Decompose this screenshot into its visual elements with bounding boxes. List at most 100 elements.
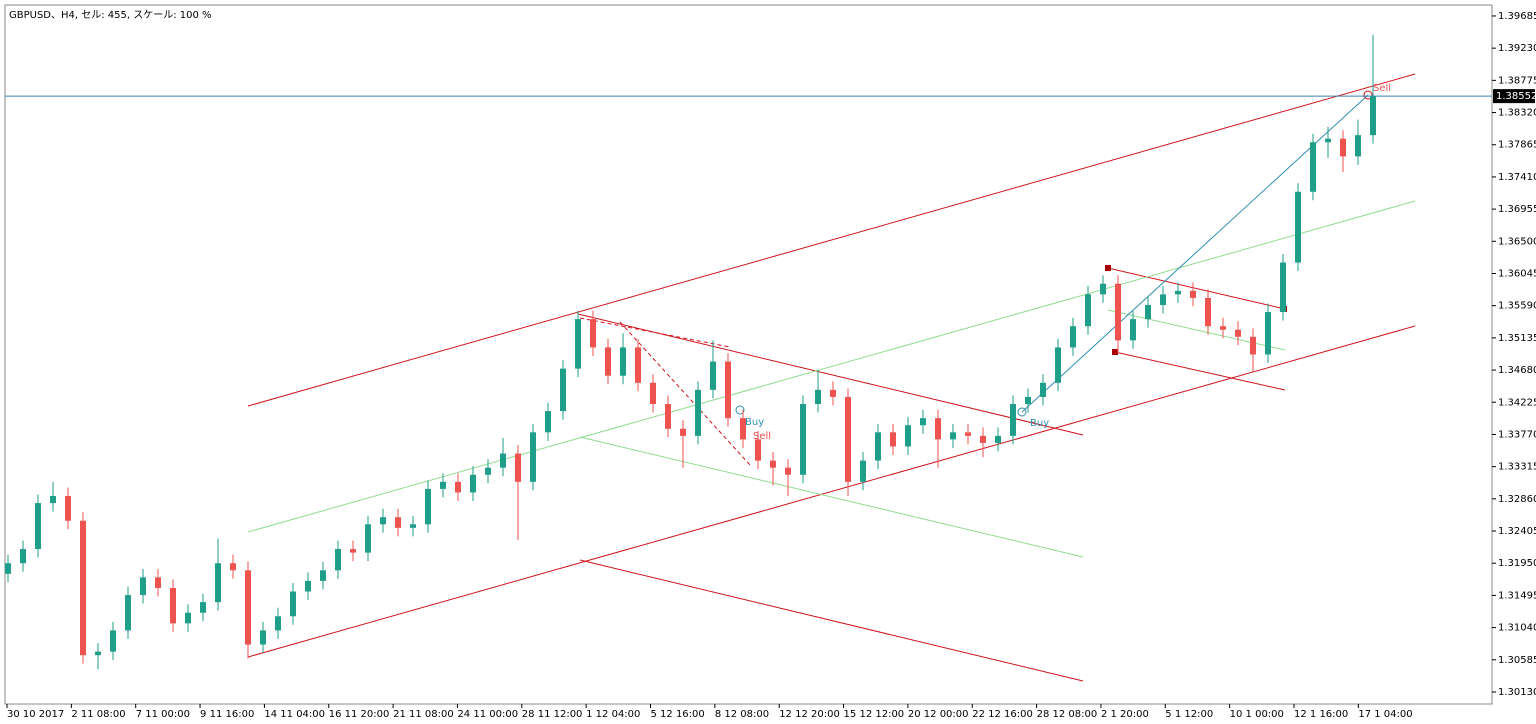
candle-body bbox=[1205, 297, 1211, 327]
candle-body bbox=[1310, 142, 1316, 192]
candle-body bbox=[875, 432, 881, 461]
candle-body bbox=[1235, 329, 1241, 337]
candle-body bbox=[1340, 138, 1346, 157]
x-tick-label: 14 11 04:00 bbox=[264, 709, 325, 720]
anchor-point bbox=[1112, 349, 1118, 355]
candle-body bbox=[545, 411, 551, 433]
y-tick-label: 1.34225 bbox=[1498, 397, 1536, 408]
channel-line bbox=[579, 559, 1084, 682]
candle-body bbox=[80, 520, 86, 656]
trade-label: Sell bbox=[753, 431, 771, 442]
y-tick-label: 1.33770 bbox=[1498, 429, 1536, 440]
drawn-objects bbox=[247, 73, 1416, 682]
trade-marker bbox=[1363, 90, 1373, 100]
x-tick-label: 8 12 08:00 bbox=[715, 709, 769, 720]
candle-body bbox=[275, 616, 281, 631]
candle-body bbox=[965, 432, 971, 436]
candle-body bbox=[980, 435, 986, 443]
y-tick-label: 1.37865 bbox=[1498, 140, 1536, 151]
candle-body bbox=[815, 389, 821, 405]
candle-body bbox=[335, 549, 341, 571]
candle-body bbox=[1295, 191, 1301, 263]
flag-line bbox=[1107, 267, 1286, 310]
candle-body bbox=[1145, 304, 1151, 320]
candle-body bbox=[650, 382, 656, 405]
y-tick-label: 1.31950 bbox=[1498, 558, 1536, 569]
candle-body bbox=[1160, 294, 1166, 305]
candle-body bbox=[125, 595, 131, 631]
x-tick-label: 1 12 04:00 bbox=[586, 709, 640, 720]
trade-line bbox=[579, 317, 731, 348]
candle-body bbox=[770, 460, 776, 468]
x-tick-label: 30 10 2017 bbox=[7, 709, 64, 720]
y-tick-label: 1.38775 bbox=[1498, 75, 1536, 86]
trade-marker bbox=[735, 405, 745, 415]
y-tick-label: 1.39230 bbox=[1498, 43, 1536, 54]
candle-body bbox=[170, 587, 176, 624]
x-tick-label: 5 1 12:00 bbox=[1165, 709, 1213, 720]
candle-body bbox=[1130, 319, 1136, 341]
x-tick-label: 12 12 20:00 bbox=[779, 709, 840, 720]
candle-body bbox=[320, 570, 326, 581]
median-line bbox=[579, 436, 1084, 558]
candle-body bbox=[575, 319, 581, 369]
candle-body bbox=[695, 389, 701, 436]
candle-body bbox=[890, 432, 896, 447]
y-tick-label: 1.30130 bbox=[1498, 687, 1536, 698]
y-tick-label: 1.38320 bbox=[1498, 108, 1536, 119]
candle-body bbox=[410, 524, 416, 528]
candle-body bbox=[245, 570, 251, 645]
candle-body bbox=[1070, 326, 1076, 348]
candle-body bbox=[395, 517, 401, 528]
candle-body bbox=[680, 428, 686, 436]
candle-body bbox=[1010, 404, 1016, 436]
y-tick-label: 1.36500 bbox=[1498, 236, 1536, 247]
y-tick-label: 1.35135 bbox=[1498, 333, 1536, 344]
trade-label: Sell bbox=[1373, 83, 1391, 94]
x-tick-label: 28 11 12:00 bbox=[522, 709, 583, 720]
candle-body bbox=[350, 549, 356, 553]
candle-body bbox=[995, 435, 1001, 443]
x-tick-label: 20 12 00:00 bbox=[908, 709, 969, 720]
y-tick-label: 1.31495 bbox=[1498, 590, 1536, 601]
x-tick-label: 7 11 00:00 bbox=[136, 709, 190, 720]
x-tick-label: 21 11 08:00 bbox=[393, 709, 454, 720]
price-label-box bbox=[1493, 89, 1535, 104]
candle-body bbox=[1055, 347, 1061, 383]
candle-body bbox=[830, 389, 836, 397]
candle-body bbox=[380, 517, 386, 525]
candle-body bbox=[605, 347, 611, 376]
candle-body bbox=[1190, 290, 1196, 298]
x-tick-label: 17 1 04:00 bbox=[1358, 709, 1412, 720]
x-tick-label: 28 12 08:00 bbox=[1037, 709, 1098, 720]
y-tick-label: 1.31040 bbox=[1498, 623, 1536, 634]
candle-body bbox=[5, 563, 11, 574]
trade-marker bbox=[1017, 407, 1027, 417]
candle-body bbox=[260, 630, 266, 645]
candle-body bbox=[440, 481, 446, 489]
candle-body bbox=[1355, 135, 1361, 157]
y-tick-label: 1.36045 bbox=[1498, 268, 1536, 279]
y-tick-label: 1.33315 bbox=[1498, 462, 1536, 473]
candle-body bbox=[845, 396, 851, 482]
candle-body bbox=[1100, 283, 1106, 295]
candle-body bbox=[35, 503, 41, 550]
candle-body bbox=[860, 460, 866, 482]
y-tick-label: 1.35590 bbox=[1498, 301, 1536, 312]
candle-body bbox=[485, 467, 491, 475]
candle-body bbox=[710, 361, 716, 390]
candle-body bbox=[155, 577, 161, 588]
candle-body bbox=[110, 630, 116, 652]
candle-body bbox=[1175, 290, 1181, 295]
chart-title: GBPUSD、H4, セル: 455, スケール: 100 % bbox=[9, 9, 212, 21]
candle-body bbox=[740, 418, 746, 440]
candle-body bbox=[800, 404, 806, 475]
candle-body bbox=[140, 577, 146, 596]
candle-body bbox=[920, 418, 926, 426]
candle-body bbox=[470, 474, 476, 493]
x-tick-label: 2 1 20:00 bbox=[1101, 709, 1149, 720]
y-tick-label: 1.39685 bbox=[1498, 11, 1536, 22]
candle-body bbox=[1085, 294, 1091, 327]
